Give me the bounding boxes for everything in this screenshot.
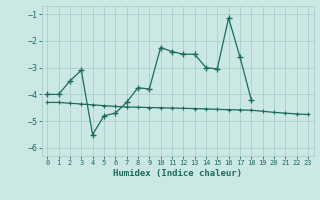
X-axis label: Humidex (Indice chaleur): Humidex (Indice chaleur) [113, 169, 242, 178]
